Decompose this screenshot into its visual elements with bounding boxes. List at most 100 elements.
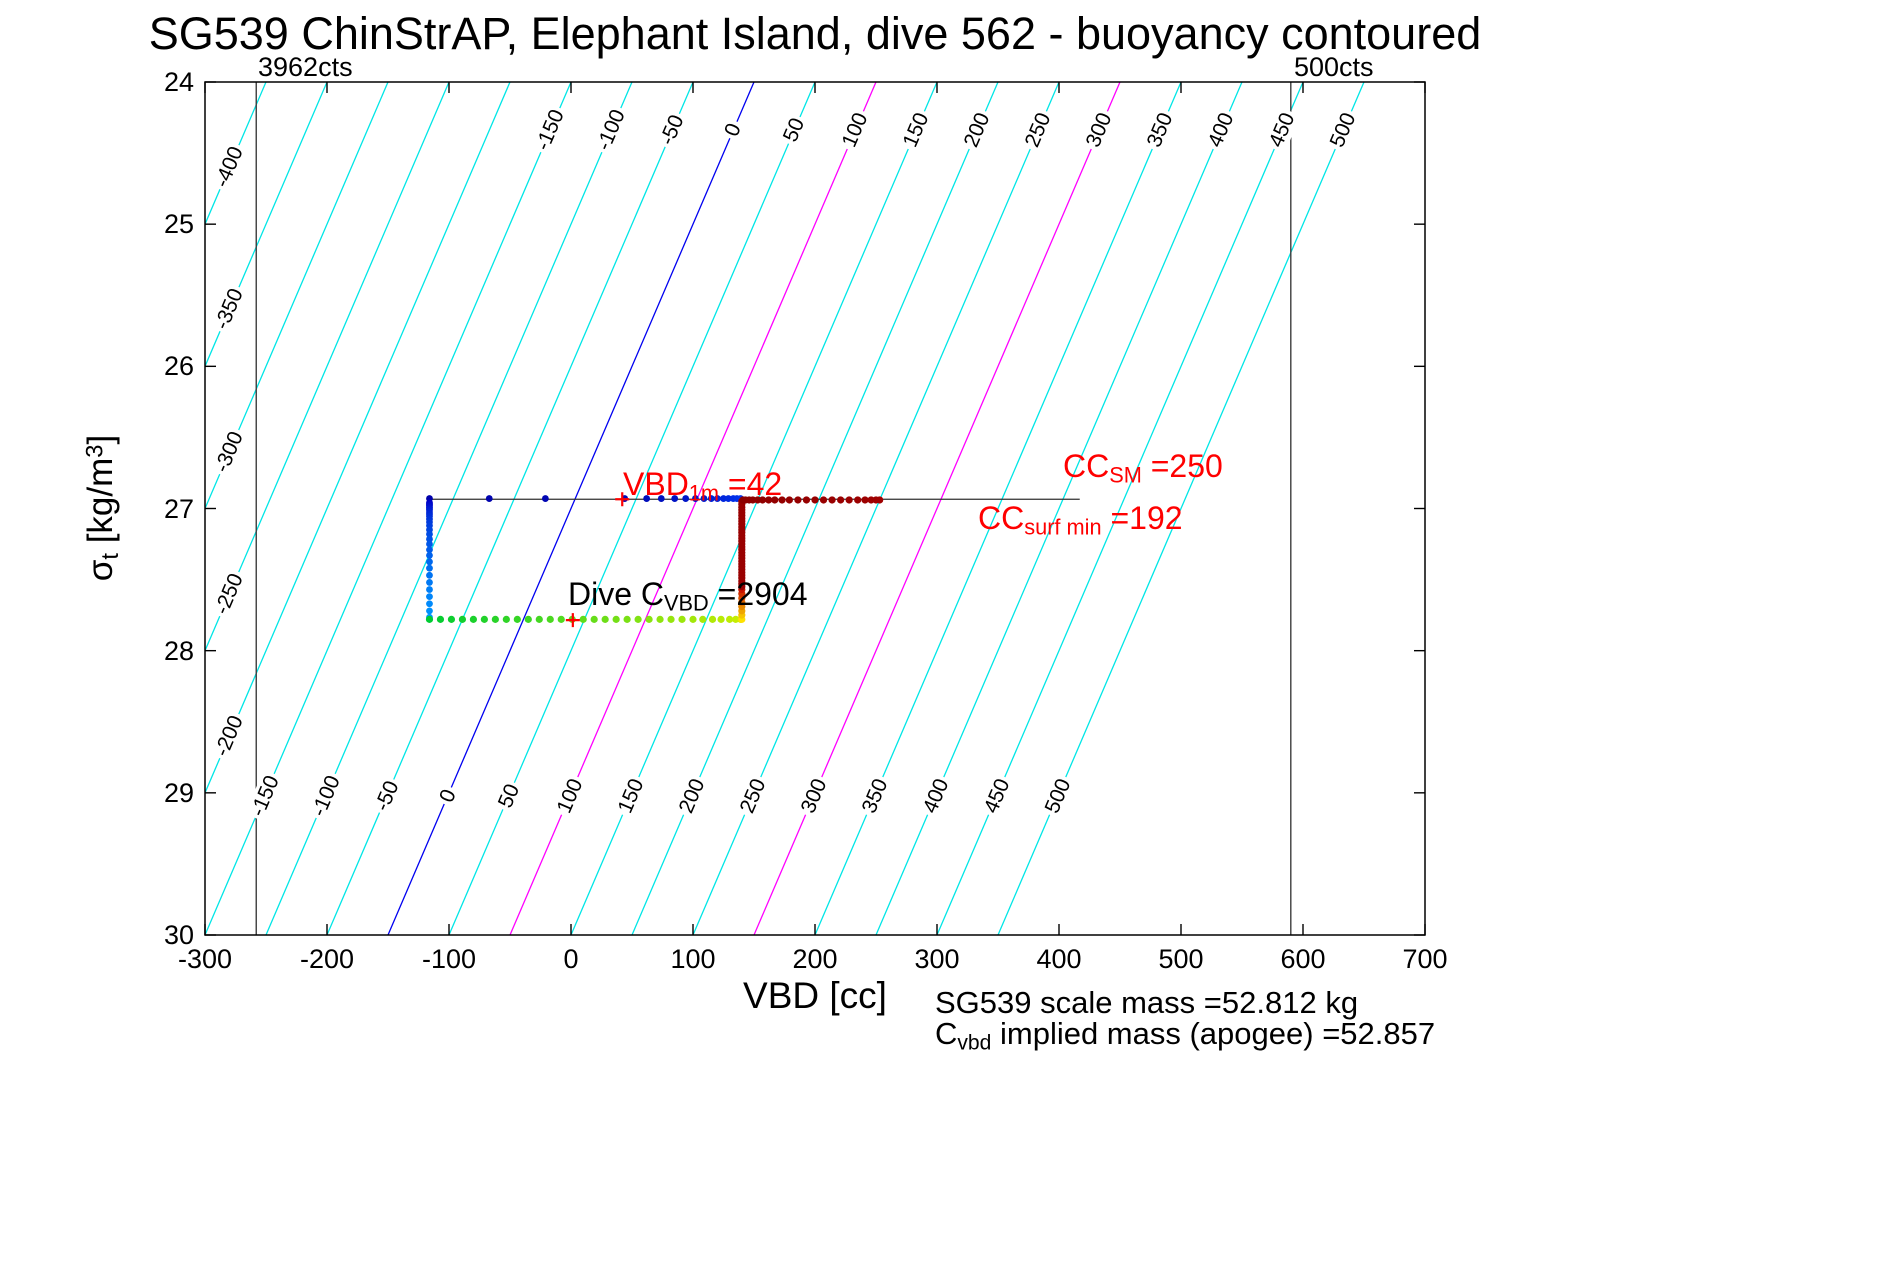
data-point	[854, 496, 862, 504]
x-tick-label: 100	[670, 944, 716, 974]
y-units-exponent: 3	[81, 444, 109, 458]
data-point	[634, 615, 642, 623]
count-line-label-500: 500cts	[1294, 52, 1374, 82]
y-tick-label: 29	[163, 777, 194, 808]
annotation-text: VBD	[623, 466, 689, 502]
annotation-subscript: SM	[1109, 462, 1142, 488]
data-point	[425, 615, 434, 623]
data-point	[426, 535, 433, 543]
x-tick-label: 0	[563, 944, 579, 974]
annotation-text: CC	[978, 500, 1025, 536]
data-point	[657, 495, 665, 502]
data-point	[699, 615, 707, 623]
data-point	[480, 615, 488, 623]
data-point	[692, 495, 699, 502]
data-point	[720, 495, 727, 502]
contour-line	[205, 82, 450, 653]
annotation-value: =192	[1101, 500, 1183, 536]
x-axis-label: VBD [cc]	[743, 975, 887, 1016]
data-point	[771, 496, 779, 504]
data-point	[717, 615, 725, 623]
x-tick-label: 500	[1158, 944, 1204, 974]
data-point	[426, 586, 433, 593]
plus-marker	[565, 613, 580, 628]
x-tick-label: 300	[914, 944, 960, 974]
y-tick-label: 25	[163, 209, 194, 240]
plus-marker	[615, 492, 630, 507]
x-tick-label: -100	[421, 944, 477, 974]
data-point	[707, 495, 715, 502]
annotation-text: C	[935, 1016, 958, 1051]
data-point	[845, 496, 853, 504]
data-point	[819, 496, 828, 504]
data-point	[579, 615, 587, 623]
annotation-subscript: surf min	[1024, 514, 1102, 540]
y-tick-label: 30	[163, 920, 194, 950]
y-tick-label: 26	[163, 351, 194, 382]
data-point	[447, 615, 456, 623]
data-point	[726, 615, 734, 623]
data-point	[426, 600, 433, 608]
data-point	[426, 540, 433, 548]
data-point	[590, 615, 598, 623]
data-point	[541, 495, 549, 502]
data-point	[485, 495, 493, 502]
data-point	[502, 615, 510, 623]
annotation-vbd-1m: VBD1m =42	[623, 466, 782, 507]
count-line-label-3962: 3962cts	[258, 52, 353, 82]
scale-mass-text: SG539 scale mass =52.812 kg	[935, 985, 1359, 1020]
y-units: [kg/m	[80, 457, 120, 554]
annotation-text: CC	[1063, 448, 1110, 484]
annotation-subscript: 1m	[688, 480, 720, 506]
data-point	[535, 615, 543, 623]
data-point	[714, 495, 721, 502]
annotation-value: =2904	[708, 576, 808, 612]
y-tick-label: 24	[163, 67, 194, 97]
annotation-cc-sm: CCSM =250	[1063, 448, 1223, 489]
x-tick-label: 700	[1402, 944, 1448, 974]
data-point	[645, 615, 653, 623]
data-point	[656, 615, 664, 623]
data-point	[828, 496, 836, 504]
data-point	[426, 558, 433, 566]
annotation-cc-surf-min: CCsurf min =192	[978, 500, 1183, 541]
data-point	[876, 496, 884, 504]
chart-title: SG539 ChinStrAP, Elephant Island, dive 5…	[148, 8, 1482, 59]
y-axis-label: σt [kg/m3]	[81, 435, 125, 582]
x-tick-label: -200	[299, 944, 355, 974]
data-point	[426, 607, 433, 615]
data-point	[426, 530, 433, 538]
data-point	[700, 495, 708, 502]
sigma-symbol: σ	[80, 559, 120, 582]
data-point	[724, 495, 732, 502]
data-point	[557, 615, 565, 623]
data-point	[524, 615, 532, 623]
annotation-value: =250	[1141, 448, 1223, 484]
data-point	[458, 615, 467, 623]
annotation-dive-cvbd: Dive CVBD =2904	[568, 576, 808, 617]
data-point	[689, 615, 697, 623]
x-tick-label: -300	[177, 944, 233, 974]
data-point	[546, 615, 554, 623]
data-point	[426, 579, 433, 586]
annotation-value: implied mass (apogee) =52.857	[991, 1016, 1436, 1051]
data-point	[758, 496, 767, 504]
data-point	[708, 615, 717, 623]
data-points-group	[425, 495, 884, 623]
data-point	[794, 496, 802, 504]
contour-line	[205, 82, 389, 511]
y-tick-label: 28	[163, 635, 194, 666]
sigma-subscript: t	[97, 553, 125, 560]
data-point	[601, 615, 609, 623]
data-point	[491, 615, 499, 623]
data-point	[469, 615, 477, 623]
implied-mass-text: Cvbd implied mass (apogee) =52.857	[935, 1016, 1435, 1055]
data-point	[426, 564, 433, 572]
annotation-text: Dive C	[568, 576, 665, 612]
x-tick-label: 400	[1036, 944, 1082, 974]
x-tick-label: 600	[1280, 944, 1326, 974]
data-point	[623, 615, 631, 623]
data-point	[682, 495, 690, 502]
